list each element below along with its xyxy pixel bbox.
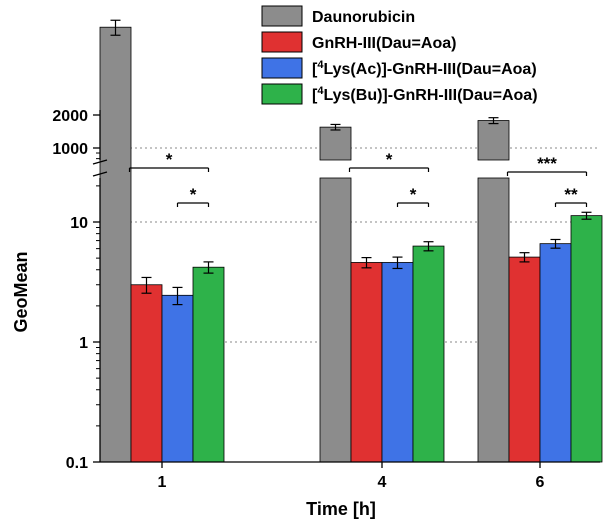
significance-label: ** bbox=[564, 185, 578, 204]
legend-label: Daunorubicin bbox=[312, 9, 415, 26]
bar bbox=[130, 284, 163, 463]
x-tick-label: 4 bbox=[378, 474, 387, 491]
bar-lower-part bbox=[477, 177, 510, 463]
legend-swatch bbox=[261, 83, 303, 105]
legend-label: [4Lys(Bu)]-GnRH-III(Dau=Aoa) bbox=[312, 85, 538, 104]
y-tick-label: 0.1 bbox=[66, 455, 88, 472]
bar bbox=[570, 215, 603, 463]
legend-label: [4Lys(Ac)]-GnRH-III(Dau=Aoa) bbox=[312, 59, 537, 78]
x-axis-title: Time [h] bbox=[306, 499, 376, 519]
bar bbox=[381, 262, 414, 463]
bar bbox=[319, 126, 352, 161]
x-tick-label: 6 bbox=[536, 474, 545, 491]
x-tick-label: 1 bbox=[158, 474, 167, 491]
bar bbox=[477, 120, 510, 161]
significance-label: * bbox=[410, 185, 417, 204]
bar bbox=[508, 256, 541, 463]
legend-swatch bbox=[261, 31, 303, 53]
legend-swatch bbox=[261, 5, 303, 27]
significance-label: *** bbox=[537, 154, 557, 173]
bar-break-gap bbox=[319, 161, 352, 177]
bar-lower-part bbox=[319, 177, 352, 463]
axis-break-mark bbox=[92, 171, 108, 177]
y-axis-title: GeoMean bbox=[11, 251, 31, 332]
y-tick-label: 2000 bbox=[52, 108, 88, 125]
legend-swatch bbox=[261, 57, 303, 79]
bar bbox=[99, 26, 132, 463]
bar bbox=[539, 243, 572, 463]
bar bbox=[350, 262, 383, 463]
legend-label: GnRH-III(Dau=Aoa) bbox=[312, 35, 456, 52]
bar bbox=[412, 245, 445, 463]
y-tick-label: 1000 bbox=[52, 141, 88, 158]
significance-label: * bbox=[386, 150, 393, 169]
y-tick-label: 1 bbox=[79, 335, 88, 352]
y-tick-label: 10 bbox=[70, 215, 88, 232]
significance-label: * bbox=[166, 150, 173, 169]
bar bbox=[161, 294, 194, 463]
significance-label: * bbox=[190, 185, 197, 204]
axis-break-mark bbox=[92, 159, 108, 165]
bar-break-gap bbox=[477, 161, 510, 177]
bar bbox=[192, 266, 225, 463]
